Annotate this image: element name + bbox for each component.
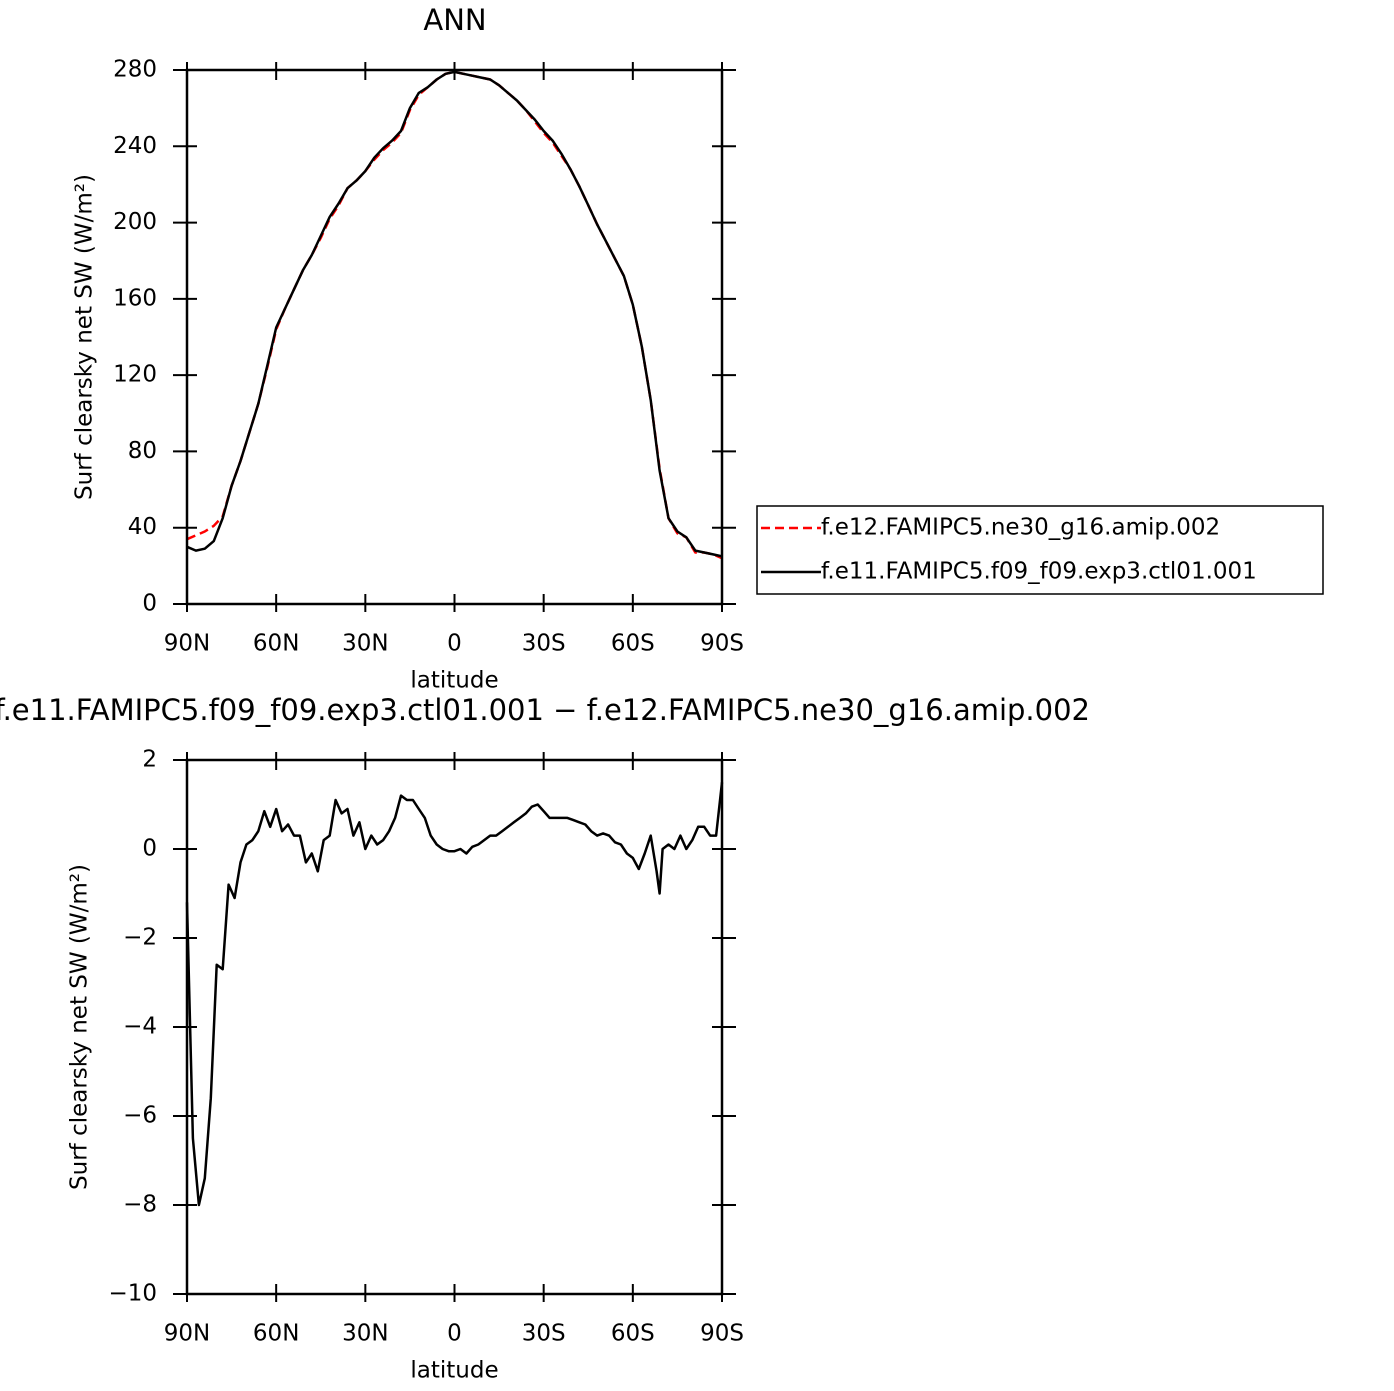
y-tick-label: 0 (142, 836, 157, 862)
y-tick-label: 120 (113, 362, 157, 388)
plot-frame (185, 758, 724, 1296)
x-tick-label: 60S (611, 631, 655, 657)
y-tick-label: 80 (128, 438, 157, 464)
y-tick-label: 0 (142, 591, 157, 617)
y-tick-label: −4 (123, 1014, 157, 1040)
y-tick-label: 200 (113, 209, 157, 235)
x-tick-label: 30N (342, 1321, 388, 1347)
x-tick-label: 60N (253, 631, 299, 657)
legend-box (756, 505, 1324, 595)
y-axis-label: Surf clearsky net SW (W/m²) (67, 864, 93, 1190)
x-tick-label: 0 (447, 1321, 462, 1347)
y-tick-label: 280 (113, 57, 157, 83)
x-tick-label: 30S (522, 1321, 566, 1347)
data-line (186, 70, 723, 558)
x-tick-label: 60N (253, 1321, 299, 1347)
x-tick-label: 90S (700, 1321, 744, 1347)
legend-label: f.e11.FAMIPC5.f09_f09.exp3.ctl01.001 (821, 559, 1257, 585)
x-axis-label: latitude (410, 668, 498, 694)
y-tick-label: 240 (113, 133, 157, 159)
data-line (186, 70, 723, 560)
x-tick-label: 90N (164, 631, 210, 657)
y-tick-label: 2 (142, 747, 157, 773)
y-tick-label: −8 (123, 1192, 157, 1218)
y-tick-label: −2 (123, 925, 157, 951)
y-tick-label: 160 (113, 285, 157, 311)
legend-label: f.e12.FAMIPC5.ne30_g16.amip.002 (821, 515, 1220, 541)
x-tick-label: 30S (522, 631, 566, 657)
x-tick-label: 90S (700, 631, 744, 657)
x-tick-label: 0 (447, 631, 462, 657)
y-axis-label: Surf clearsky net SW (W/m²) (72, 174, 98, 500)
x-tick-label: 30N (342, 631, 388, 657)
plot-frame (185, 68, 724, 606)
chart-title: ANN (423, 3, 486, 37)
y-tick-label: 40 (128, 514, 157, 540)
chart-title: f.e11.FAMIPC5.f09_f09.exp3.ctl01.001 − f… (0, 693, 1090, 727)
x-tick-label: 90N (164, 1321, 210, 1347)
data-line (185, 782, 724, 1207)
x-axis-label: latitude (410, 1358, 498, 1384)
x-tick-label: 60S (611, 1321, 655, 1347)
y-tick-label: −10 (108, 1281, 157, 1307)
y-tick-label: −6 (123, 1103, 157, 1129)
